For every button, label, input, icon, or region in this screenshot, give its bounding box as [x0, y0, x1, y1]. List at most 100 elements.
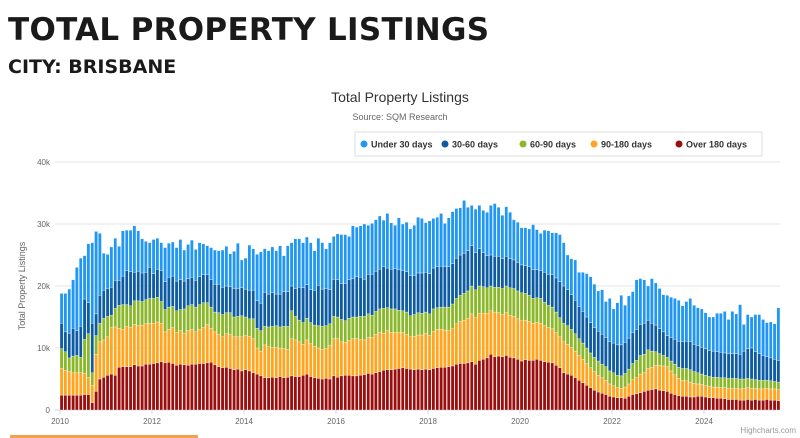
bar-under-30-days[interactable]	[519, 227, 524, 266]
bar-60-90-days[interactable]	[243, 316, 248, 336]
bar-under-30-days[interactable]	[351, 225, 355, 279]
bar-60-90-days[interactable]	[293, 316, 298, 341]
bar-90-180-days[interactable]	[539, 323, 543, 361]
bar-30-60-days[interactable]	[703, 348, 708, 376]
bar-90-180-days[interactable]	[117, 328, 121, 368]
bar-90-180-days[interactable]	[565, 344, 570, 375]
bar-over-180-days[interactable]	[113, 375, 117, 411]
bar-30-60-days[interactable]	[144, 272, 148, 300]
bar-under-30-days[interactable]	[539, 233, 543, 271]
bar-over-180-days[interactable]	[726, 399, 731, 411]
bar-over-180-days[interactable]	[82, 394, 87, 411]
bar-30-60-days[interactable]	[335, 279, 340, 318]
bar-30-60-days[interactable]	[650, 323, 654, 352]
bar-over-180-days[interactable]	[132, 364, 137, 411]
bar-60-90-days[interactable]	[86, 333, 91, 378]
bar-over-180-days[interactable]	[374, 372, 378, 411]
bar-90-180-days[interactable]	[339, 341, 344, 377]
bar-90-180-days[interactable]	[255, 347, 259, 375]
bar-60-90-days[interactable]	[332, 316, 336, 339]
bar-60-90-days[interactable]	[516, 290, 520, 320]
bar-over-180-days[interactable]	[700, 396, 704, 411]
bar-90-180-days[interactable]	[362, 339, 367, 375]
bar-30-60-days[interactable]	[677, 341, 681, 368]
bar-under-30-days[interactable]	[623, 305, 627, 343]
bar-over-180-days[interactable]	[232, 369, 236, 411]
bar-90-180-days[interactable]	[749, 388, 754, 401]
bar-30-60-days[interactable]	[757, 353, 761, 381]
bar-30-60-days[interactable]	[776, 360, 781, 383]
bar-over-180-days[interactable]	[94, 391, 98, 411]
bar-under-30-days[interactable]	[79, 257, 83, 327]
bar-over-180-days[interactable]	[435, 367, 439, 411]
bar-under-30-days[interactable]	[274, 250, 278, 295]
bar-over-180-days[interactable]	[366, 373, 370, 411]
bar-under-30-days[interactable]	[692, 305, 696, 345]
bar-90-180-days[interactable]	[542, 325, 547, 362]
bar-over-180-days[interactable]	[531, 360, 535, 411]
bar-under-30-days[interactable]	[309, 242, 313, 290]
bar-over-180-days[interactable]	[746, 399, 750, 411]
bar-under-30-days[interactable]	[412, 225, 416, 276]
bar-30-60-days[interactable]	[665, 335, 669, 358]
bar-60-90-days[interactable]	[519, 292, 524, 321]
bar-30-60-days[interactable]	[696, 345, 700, 373]
bar-30-60-days[interactable]	[700, 347, 704, 375]
bar-over-180-days[interactable]	[588, 387, 593, 411]
bar-over-180-days[interactable]	[769, 399, 773, 411]
bar-30-60-days[interactable]	[447, 266, 451, 308]
bar-under-30-days[interactable]	[404, 221, 409, 272]
bar-60-90-days[interactable]	[178, 309, 183, 331]
bar-over-180-days[interactable]	[86, 394, 91, 411]
bar-under-30-days[interactable]	[508, 212, 512, 259]
bar-90-180-days[interactable]	[136, 325, 140, 367]
bar-over-180-days[interactable]	[696, 396, 700, 411]
bar-under-30-days[interactable]	[493, 203, 497, 257]
bar-over-180-days[interactable]	[339, 375, 344, 411]
bar-60-90-days[interactable]	[680, 368, 685, 381]
bar-30-60-days[interactable]	[439, 266, 443, 308]
bar-90-180-days[interactable]	[523, 319, 528, 360]
bar-under-30-days[interactable]	[634, 279, 639, 330]
bar-under-30-days[interactable]	[259, 251, 263, 304]
bar-under-30-days[interactable]	[59, 293, 64, 324]
bar-30-60-days[interactable]	[454, 257, 459, 299]
bar-over-180-days[interactable]	[125, 366, 129, 411]
bar-over-180-days[interactable]	[263, 377, 267, 411]
bar-60-90-days[interactable]	[355, 316, 359, 339]
bar-60-90-days[interactable]	[401, 310, 405, 333]
legend-item-under-30-days[interactable]: Under 30 days	[360, 140, 433, 150]
bar-under-30-days[interactable]	[531, 224, 535, 271]
bar-90-180-days[interactable]	[772, 388, 777, 401]
bar-over-180-days[interactable]	[63, 394, 68, 411]
bar-60-90-days[interactable]	[125, 304, 129, 327]
bar-over-180-days[interactable]	[289, 375, 294, 411]
bar-30-60-days[interactable]	[362, 279, 367, 317]
bar-under-30-days[interactable]	[654, 282, 658, 326]
bar-60-90-days[interactable]	[772, 381, 777, 390]
bar-60-90-days[interactable]	[408, 315, 413, 337]
bar-under-30-days[interactable]	[378, 215, 382, 270]
bar-60-90-days[interactable]	[730, 378, 735, 389]
bar-30-60-days[interactable]	[320, 288, 324, 327]
bar-over-180-days[interactable]	[358, 375, 363, 411]
bar-60-90-days[interactable]	[397, 310, 401, 333]
bar-60-90-days[interactable]	[301, 322, 305, 345]
bar-over-180-days[interactable]	[573, 377, 577, 411]
bar-under-30-days[interactable]	[477, 205, 482, 249]
bar-under-30-days[interactable]	[734, 313, 738, 354]
bar-60-90-days[interactable]	[427, 313, 432, 336]
bar-under-30-days[interactable]	[615, 302, 620, 346]
bar-90-180-days[interactable]	[604, 380, 608, 395]
bar-over-180-days[interactable]	[251, 372, 255, 411]
bar-over-180-days[interactable]	[723, 398, 727, 411]
bar-over-180-days[interactable]	[312, 377, 317, 411]
bar-60-90-days[interactable]	[608, 370, 612, 385]
bar-90-180-days[interactable]	[90, 385, 94, 403]
bar-over-180-days[interactable]	[167, 362, 171, 411]
bar-60-90-days[interactable]	[439, 306, 443, 330]
bar-60-90-days[interactable]	[82, 339, 87, 374]
bar-over-180-days[interactable]	[508, 357, 512, 411]
bar-90-180-days[interactable]	[274, 347, 278, 378]
bar-under-30-days[interactable]	[148, 242, 152, 268]
